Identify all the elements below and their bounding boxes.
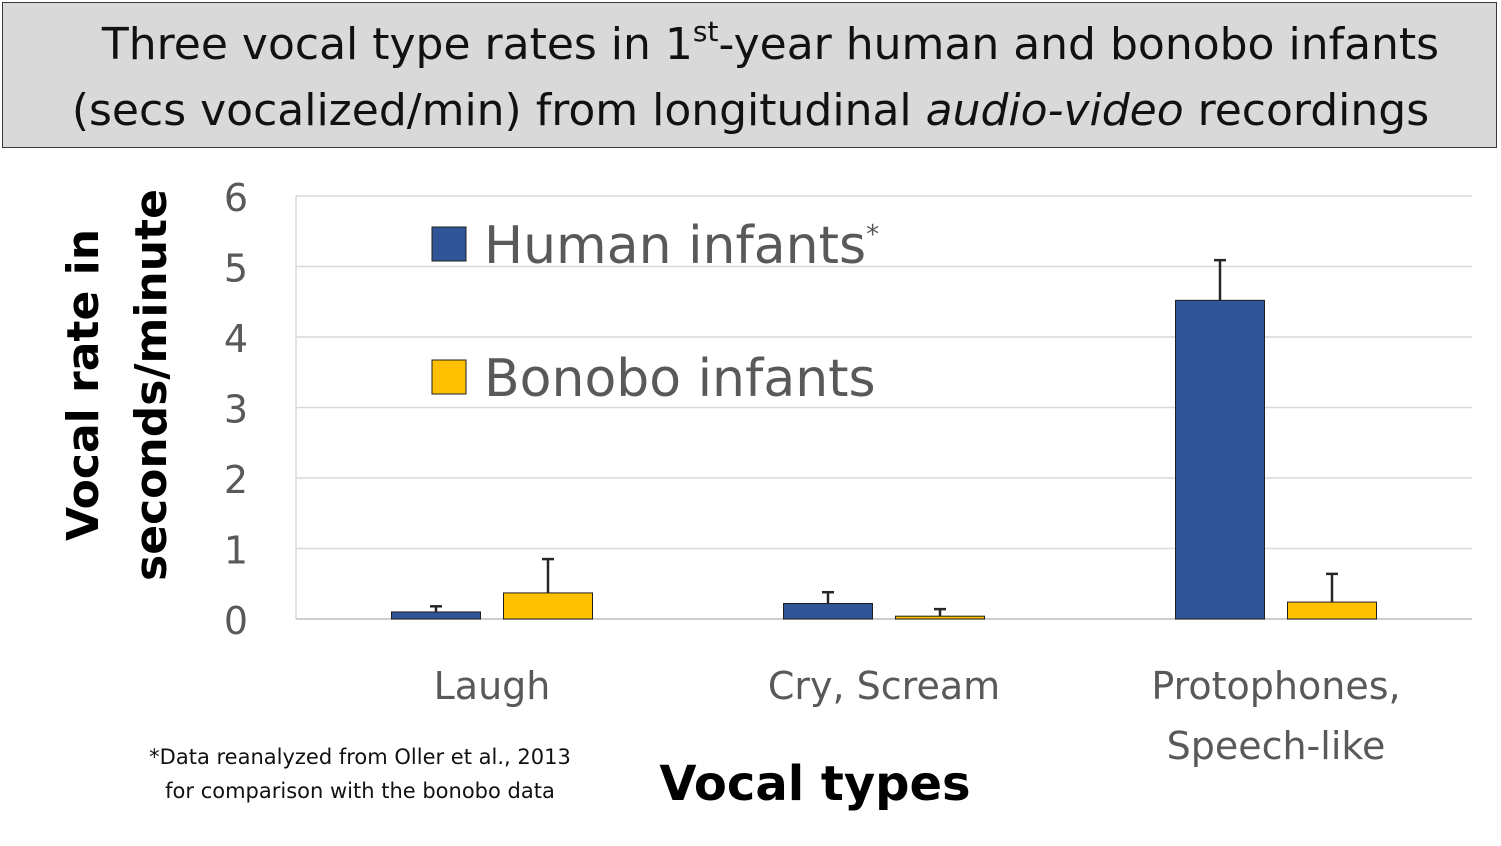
y-tick-label-6: 6 [224, 176, 248, 220]
legend-asterisk: * [866, 220, 879, 250]
bar-human-infants-1 [783, 602, 873, 620]
y-tick-label-5: 5 [224, 247, 248, 291]
title-line1-rest: -year human and bonobo infants [718, 19, 1440, 70]
y-tick-label-4: 4 [224, 317, 248, 361]
x-tick-label-2-1: Speech-like [1167, 724, 1386, 768]
footnote-line-2: for comparison with the bonobo data [165, 779, 555, 803]
title-superscript: st [692, 15, 719, 48]
x-tick-label-1-0: Cry, Scream [768, 664, 1000, 708]
y-axis-label-1: seconds/minute [126, 189, 177, 581]
title-line2-rest: recordings [1183, 85, 1430, 136]
title-box: Three vocal type rates in 1st-year human… [2, 2, 1497, 148]
legend-label-1: Bonobo infants [484, 349, 876, 409]
footnote-line-1: *Data reanalyzed from Oller et al., 2013 [149, 745, 571, 769]
legend-swatch-1 [431, 359, 467, 395]
bar-bonobo-infants-1 [895, 615, 985, 620]
bar-bonobo-infants-2 [1287, 601, 1377, 620]
legend-label-0: Human infants* [484, 216, 879, 276]
chart-title-line-1: Three vocal type rates in 1st-year human… [3, 18, 1498, 67]
title-line1-text: Three vocal type rates in 1 [101, 19, 693, 70]
y-tick-label-2: 2 [224, 458, 248, 502]
legend-swatch-0 [431, 226, 467, 262]
title-italic: audio-video [925, 85, 1184, 136]
y-tick-label-3: 3 [224, 388, 248, 432]
x-tick-label-2-0: Protophones, [1151, 664, 1400, 708]
chart-title-line-2: (secs vocalized/min) from longitudinal a… [3, 89, 1498, 133]
x-axis-label: Vocal types [659, 756, 970, 812]
y-tick-label-0: 0 [224, 599, 248, 643]
footnote: *Data reanalyzed from Oller et al., 2013… [110, 740, 610, 808]
bar-human-infants-2 [1175, 299, 1265, 620]
bar-bonobo-infants-0 [503, 592, 593, 620]
y-tick-label-1: 1 [224, 529, 248, 573]
y-axis-label-0: Vocal rate in [58, 229, 109, 541]
title-line2-text: (secs vocalized/min) from longitudinal [71, 85, 926, 136]
x-tick-label-0-0: Laugh [434, 664, 551, 708]
bar-human-infants-0 [391, 611, 481, 620]
